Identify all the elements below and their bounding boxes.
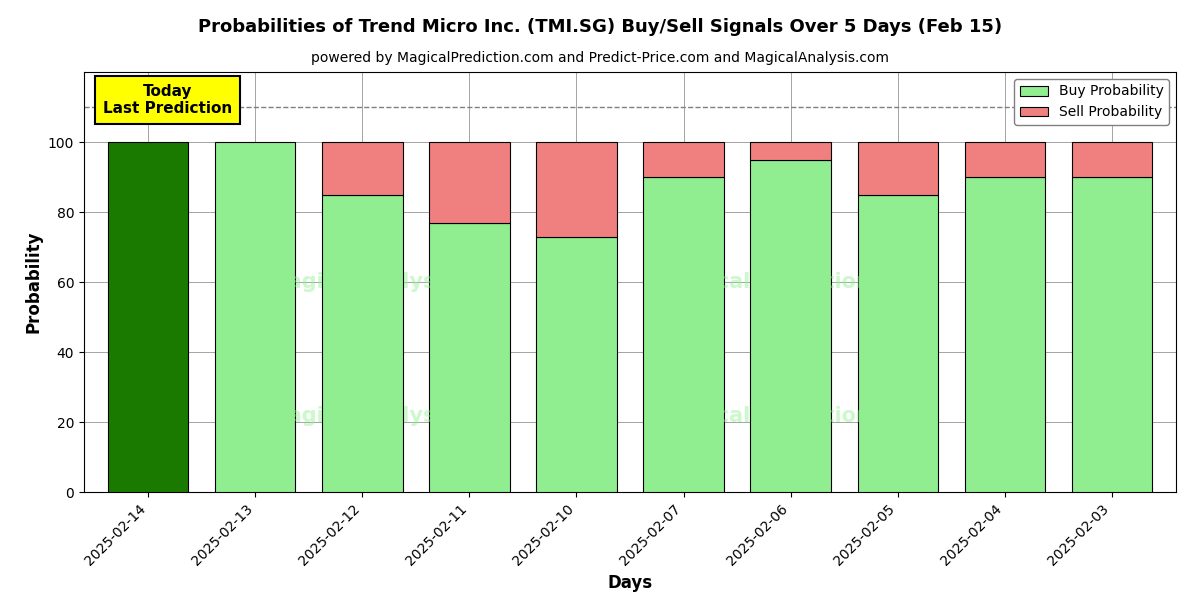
Bar bbox=[536, 142, 617, 236]
Bar bbox=[643, 142, 724, 177]
Bar bbox=[536, 236, 617, 492]
Bar bbox=[323, 142, 402, 194]
Text: Today
Last Prediction: Today Last Prediction bbox=[103, 84, 232, 116]
Bar bbox=[965, 142, 1045, 177]
Text: powered by MagicalPrediction.com and Predict-Price.com and MagicalAnalysis.com: powered by MagicalPrediction.com and Pre… bbox=[311, 51, 889, 65]
Bar bbox=[430, 223, 510, 492]
Bar bbox=[1072, 142, 1152, 177]
Bar bbox=[1072, 177, 1152, 492]
Bar bbox=[965, 177, 1045, 492]
Text: MagicalAnalysis.com: MagicalAnalysis.com bbox=[268, 406, 512, 427]
Text: MagicalAnalysis.com: MagicalAnalysis.com bbox=[268, 272, 512, 292]
Text: Probabilities of Trend Micro Inc. (TMI.SG) Buy/Sell Signals Over 5 Days (Feb 15): Probabilities of Trend Micro Inc. (TMI.S… bbox=[198, 18, 1002, 36]
Bar bbox=[323, 194, 402, 492]
Legend: Buy Probability, Sell Probability: Buy Probability, Sell Probability bbox=[1014, 79, 1169, 125]
Bar bbox=[430, 142, 510, 223]
Text: MagicalPrediction.com: MagicalPrediction.com bbox=[660, 272, 928, 292]
Y-axis label: Probability: Probability bbox=[24, 231, 42, 333]
X-axis label: Days: Days bbox=[607, 574, 653, 592]
Bar bbox=[750, 142, 830, 160]
Bar bbox=[750, 160, 830, 492]
Bar bbox=[108, 142, 188, 492]
Bar bbox=[215, 142, 295, 492]
Bar bbox=[643, 177, 724, 492]
Bar bbox=[858, 194, 937, 492]
Bar bbox=[858, 142, 937, 194]
Text: MagicalPrediction.com: MagicalPrediction.com bbox=[660, 406, 928, 427]
